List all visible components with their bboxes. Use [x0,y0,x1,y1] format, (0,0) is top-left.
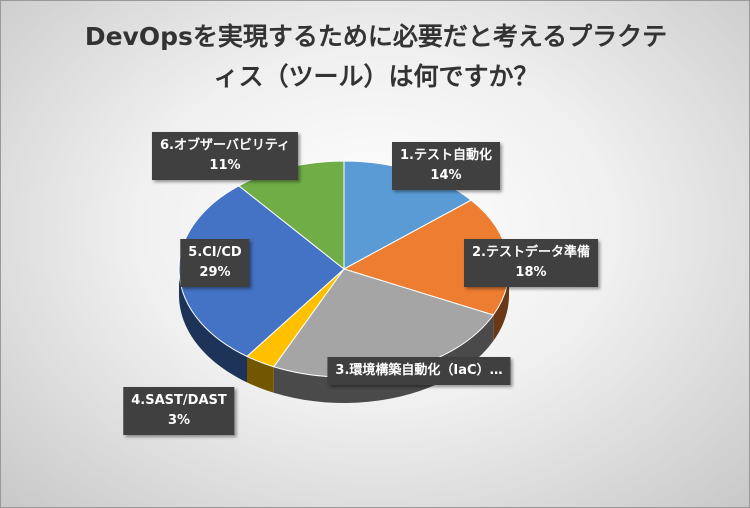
category-label: 2.テストデータ準備 [472,245,590,260]
value-label: 29% [199,265,231,280]
pie-side [179,269,248,383]
pie-side [247,356,274,393]
value-label: 3% [167,413,191,428]
data-label: 4.SAST/DAST 3% [123,387,235,435]
pie-slice [178,185,345,357]
category-label: 6.オブザーバビリティ [159,138,291,153]
data-label: 3.環境構築自動化（IaC）… [327,357,511,385]
data-label: 5.CI/CD 29% [180,239,250,287]
data-label: 2.テストデータ準備 18% [464,239,598,287]
data-label: 1.テスト自動化 14% [392,142,500,190]
category-label: 3.環境構築自動化（IaC）… [335,363,503,378]
value-label: 11% [209,158,241,173]
value-label: 18% [515,265,547,280]
data-label: 6.オブザーバビリティ 11% [151,132,299,180]
category-label: 4.SAST/DAST [131,393,227,408]
category-label: 5.CI/CD [188,245,242,260]
pie-side [493,269,509,341]
value-label: 14% [430,168,462,183]
category-label: 1.テスト自動化 [400,148,492,163]
chart-title: DevOpsを実現するために必要だと考えるプラクティス（ツール）は何ですか？ [84,22,668,91]
